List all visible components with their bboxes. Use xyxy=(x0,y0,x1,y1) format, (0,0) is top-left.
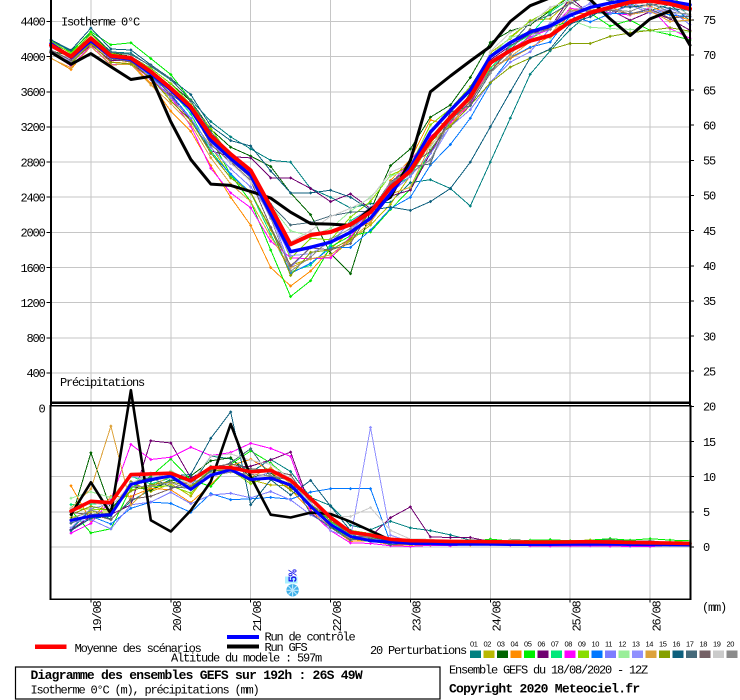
svg-text:25: 25 xyxy=(703,365,716,379)
svg-text:03: 03 xyxy=(497,640,505,649)
svg-text:24/08: 24/08 xyxy=(491,600,505,631)
svg-text:0: 0 xyxy=(703,541,710,555)
svg-text:20: 20 xyxy=(727,640,735,649)
svg-text:1600: 1600 xyxy=(20,262,45,276)
svg-text:Précipitations: Précipitations xyxy=(60,376,145,390)
svg-text:Run GFS: Run GFS xyxy=(265,641,308,655)
svg-text:400: 400 xyxy=(26,367,45,381)
svg-text:14: 14 xyxy=(646,640,654,649)
svg-text:08: 08 xyxy=(565,640,573,649)
svg-text:07: 07 xyxy=(551,640,559,649)
svg-text:06: 06 xyxy=(538,640,546,649)
svg-text:2800: 2800 xyxy=(20,156,45,170)
svg-text:Run de contrôle: Run de contrôle xyxy=(265,631,356,645)
svg-text:04: 04 xyxy=(511,640,519,649)
svg-text:60: 60 xyxy=(703,119,716,133)
svg-text:12: 12 xyxy=(619,640,627,649)
svg-text:05: 05 xyxy=(524,640,532,649)
svg-text:35: 35 xyxy=(703,295,716,309)
svg-text:2400: 2400 xyxy=(20,191,45,205)
svg-text:01: 01 xyxy=(470,640,478,649)
svg-text:15: 15 xyxy=(703,436,716,450)
svg-text:50: 50 xyxy=(703,190,716,204)
svg-text:3600: 3600 xyxy=(20,86,45,100)
svg-text:11: 11 xyxy=(605,640,612,649)
svg-text:21/08: 21/08 xyxy=(251,600,265,631)
svg-text:70: 70 xyxy=(703,49,716,63)
svg-text:19: 19 xyxy=(713,640,721,649)
svg-text:Altitude du modele : 597m: Altitude du modele : 597m xyxy=(171,652,322,666)
svg-text:Diagramme des ensembles GEFS s: Diagramme des ensembles GEFS sur 192h : … xyxy=(31,668,363,683)
svg-text:2000: 2000 xyxy=(20,227,45,241)
svg-text:5: 5 xyxy=(703,506,710,520)
svg-text:20/08: 20/08 xyxy=(171,600,185,631)
svg-text:Ensemble GEFS du 18/08/2020 -: Ensemble GEFS du 18/08/2020 - 12Z xyxy=(449,664,648,678)
svg-text:55: 55 xyxy=(703,155,716,169)
svg-text:1200: 1200 xyxy=(20,297,45,311)
svg-text:4400: 4400 xyxy=(20,16,45,30)
svg-text:19/08: 19/08 xyxy=(91,600,105,631)
svg-text:22/08: 22/08 xyxy=(331,600,345,631)
svg-text:Isotherme 0°C (m), précipitati: Isotherme 0°C (m), précipitations (mm) xyxy=(31,684,259,698)
svg-text:26/08: 26/08 xyxy=(650,600,664,631)
svg-text:65: 65 xyxy=(703,84,716,98)
svg-text:17: 17 xyxy=(686,640,694,649)
svg-text:800: 800 xyxy=(26,332,45,346)
svg-text:Moyenne des scénarios: Moyenne des scénarios xyxy=(75,642,202,656)
svg-text:75: 75 xyxy=(703,14,716,28)
svg-text:Isotherme 0°C: Isotherme 0°C xyxy=(61,16,140,30)
svg-text:3200: 3200 xyxy=(20,121,45,135)
svg-text:02: 02 xyxy=(484,640,492,649)
svg-text:30: 30 xyxy=(703,330,716,344)
svg-text:5%: 5% xyxy=(288,569,301,582)
svg-text:23/08: 23/08 xyxy=(411,600,425,631)
svg-text:16: 16 xyxy=(673,640,681,649)
svg-text:15: 15 xyxy=(659,640,667,649)
svg-text:10: 10 xyxy=(592,640,600,649)
svg-text:0: 0 xyxy=(38,402,45,416)
svg-text:18: 18 xyxy=(700,640,708,649)
svg-text:(mm): (mm) xyxy=(702,601,726,615)
svg-text:25/08: 25/08 xyxy=(570,600,584,631)
svg-text:4000: 4000 xyxy=(20,51,45,65)
svg-text:13: 13 xyxy=(632,640,640,649)
svg-text:45: 45 xyxy=(703,225,716,239)
svg-text:Copyright 2020 Meteociel.fr: Copyright 2020 Meteociel.fr xyxy=(449,682,639,697)
svg-text:09: 09 xyxy=(578,640,586,649)
svg-text:40: 40 xyxy=(703,260,716,274)
svg-text:20: 20 xyxy=(703,401,716,415)
svg-text:20 Perturbations: 20 Perturbations xyxy=(370,644,467,658)
svg-text:10: 10 xyxy=(703,471,716,485)
